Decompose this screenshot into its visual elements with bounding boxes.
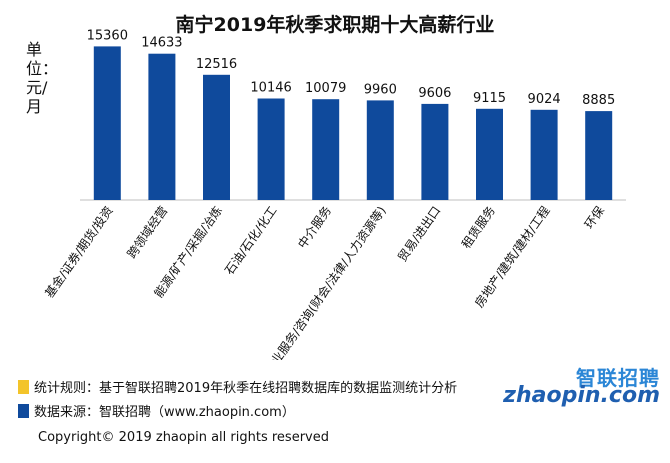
bar (148, 53, 176, 201)
bar (93, 46, 121, 201)
data-label: 14633 (141, 36, 182, 51)
bar (530, 109, 558, 200)
chart-title: 南宁2019年秋季求职期十大高薪行业 (175, 14, 495, 36)
data-label: 15360 (87, 28, 128, 43)
legend-label-rules: 统计规则：基于智联招聘2019年秋季在线招聘数据库的数据监测统计分析 (34, 381, 458, 396)
data-label: 9606 (418, 86, 451, 101)
bar (312, 99, 340, 200)
bar-chart: 15360基金/证券/期货/投资14633跨领域经营12516能源/矿产/采掘/… (41, 28, 626, 360)
bar (476, 108, 503, 200)
logo-text-cn: 智联招聘 (576, 366, 660, 390)
x-tick-label: 基金/证券/期货/投资 (41, 203, 115, 300)
data-label: 9024 (528, 92, 561, 107)
legend-swatch-source (18, 403, 29, 418)
x-tick-label: 中介服务 (294, 203, 334, 251)
data-label: 9960 (364, 82, 397, 97)
data-label: 12516 (196, 57, 237, 72)
x-tick-label: 跨领域经营 (124, 204, 170, 261)
bar (585, 111, 613, 200)
data-label: 10079 (305, 81, 346, 96)
legend-swatch-rules (18, 379, 29, 394)
x-tick-label: 租赁服务 (458, 203, 498, 251)
x-tick-label: 专业服务/咨询(财会/法律/人力资源等) (261, 203, 389, 360)
data-label: 8885 (582, 93, 615, 108)
copyright-text: Copyright© 2019 zhaopin all rights reser… (38, 430, 329, 445)
x-tick-label: 石油/石化/化工 (222, 204, 279, 278)
bar (203, 74, 230, 200)
legend-item-rules: 统计规则：基于智联招聘2019年秋季在线招聘数据库的数据监测统计分析 (18, 377, 457, 396)
logo-text-en: zhaopin.com (503, 383, 660, 408)
zhaopin-logo: 智联招聘 zhaopin.com (503, 362, 660, 412)
x-tick-label: 贸易/进出口 (395, 204, 443, 264)
legend-item-source: 数据来源：智联招聘（www.zhaopin.com） (18, 401, 295, 420)
legend-label-source: 数据来源：智联招聘（www.zhaopin.com） (34, 405, 295, 420)
bar (421, 103, 449, 200)
bar (366, 100, 394, 200)
bar (257, 98, 285, 200)
x-tick-label: 环保 (582, 204, 607, 232)
data-label: 9115 (473, 91, 506, 106)
data-label: 10146 (250, 81, 291, 96)
